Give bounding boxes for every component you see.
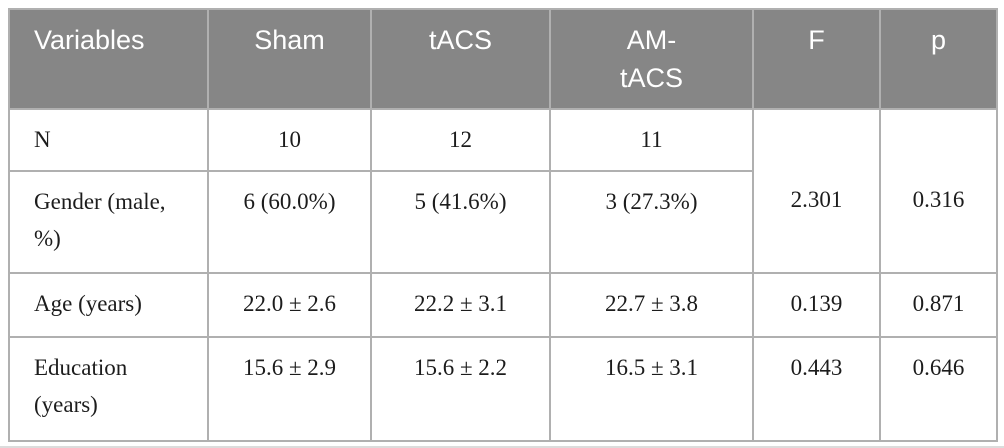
education-sham-value: 15.6 ± 2.9	[207, 336, 372, 442]
col-header-variables: Variables	[8, 8, 209, 110]
age-am-tacs-value: 22.7 ± 3.8	[549, 272, 754, 338]
gender-am-tacs-value: 3 (27.3%)	[549, 170, 754, 274]
age-sham-value: 22.0 ± 2.6	[207, 272, 372, 338]
bottom-edge-divider	[0, 446, 1004, 448]
n-gender-p-value: 0.316	[879, 108, 998, 274]
age-tacs-value: 22.2 ± 3.1	[370, 272, 551, 338]
col-header-p: p	[879, 8, 998, 110]
education-f-value: 0.443	[752, 336, 881, 442]
row-label-age: Age (years)	[8, 272, 209, 338]
col-header-tacs: tACS	[370, 8, 551, 110]
header-row: Variables Sham tACS AM- tACS F p	[8, 8, 998, 110]
gender-sham-value: 6 (60.0%)	[207, 170, 372, 274]
age-f-value: 0.139	[752, 272, 881, 338]
n-am-tacs-value: 11	[549, 108, 754, 172]
table-row-n: N 10 12 11 2.301 0.316	[8, 108, 998, 274]
table-row-education: Education (years) 15.6 ± 2.9 15.6 ± 2.2 …	[8, 336, 998, 442]
age-p-value: 0.871	[879, 272, 998, 338]
n-gender-f-value: 2.301	[752, 108, 881, 274]
col-header-am-tacs: AM- tACS	[549, 8, 754, 110]
col-header-f: F	[752, 8, 881, 110]
col-header-sham: Sham	[207, 8, 372, 110]
education-tacs-value: 15.6 ± 2.2	[370, 336, 551, 442]
n-tacs-value: 12	[370, 108, 551, 172]
education-am-tacs-value: 16.5 ± 3.1	[549, 336, 754, 442]
gender-tacs-value: 5 (41.6%)	[370, 170, 551, 274]
n-sham-value: 10	[207, 108, 372, 172]
row-label-n: N	[8, 108, 209, 172]
participant-demographics-table: Variables Sham tACS AM- tACS F p N 10 12…	[8, 8, 998, 442]
education-p-value: 0.646	[879, 336, 998, 442]
table-row-gender: Gender (male, %) 6 (60.0%) 5 (41.6%) 3 (…	[8, 170, 997, 274]
row-label-education: Education (years)	[8, 336, 209, 442]
table-row-age: Age (years) 22.0 ± 2.6 22.2 ± 3.1 22.7 ±…	[8, 272, 998, 338]
row-label-gender: Gender (male, %)	[8, 170, 209, 274]
